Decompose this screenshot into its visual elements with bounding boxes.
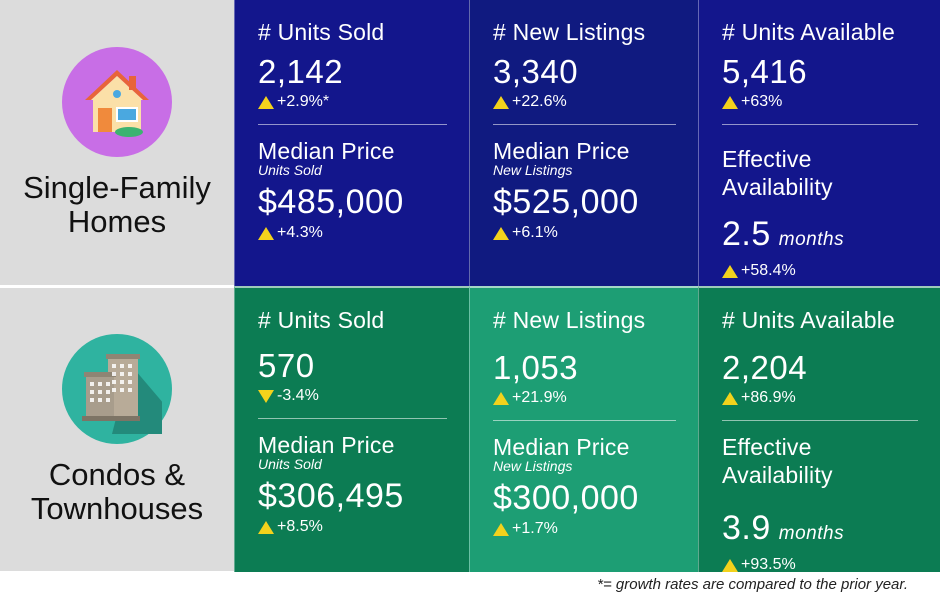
up-arrow-icon bbox=[722, 95, 738, 109]
condo-new-listings-cell: # New Listings 1,053 +21.9% Median Price… bbox=[469, 286, 698, 572]
condo-units-sold-cell: # Units Sold 570 -3.4% Median Price Unit… bbox=[234, 286, 469, 572]
buildings-icon bbox=[62, 333, 172, 444]
up-arrow-icon bbox=[258, 226, 274, 240]
up-arrow-icon bbox=[258, 95, 274, 109]
metric-change: +1.7% bbox=[493, 519, 676, 539]
metric-change: +4.3% bbox=[258, 223, 447, 243]
change-value: +8.5% bbox=[277, 518, 323, 535]
change-value: +2.9%* bbox=[277, 93, 330, 110]
metric-change: +22.6% bbox=[493, 92, 676, 112]
sf-units-available-cell: # Units Available 5,416 +63% Effective A… bbox=[698, 0, 940, 286]
metric-sublabel: New Listings bbox=[493, 162, 573, 178]
change-value: +1.7% bbox=[512, 520, 558, 537]
house-icon bbox=[62, 46, 172, 157]
metric-change: +8.5% bbox=[258, 517, 447, 537]
change-value: +22.6% bbox=[512, 93, 567, 110]
metric-value: 5,416 bbox=[722, 53, 808, 90]
metric-value: 570 bbox=[258, 347, 315, 384]
change-value: +6.1% bbox=[512, 224, 558, 241]
metric-value: 2,142 bbox=[258, 53, 344, 90]
up-arrow-icon bbox=[493, 391, 509, 405]
metric-label: Effective Availability bbox=[722, 434, 833, 488]
condos-label-cell: Condos & Townhouses bbox=[0, 286, 234, 572]
single-family-label-cell: Single-Family Homes bbox=[0, 0, 234, 286]
divider bbox=[493, 420, 676, 421]
metric-change: +86.9% bbox=[722, 388, 918, 408]
up-arrow-icon bbox=[493, 95, 509, 109]
metric-label: # New Listings bbox=[493, 307, 646, 333]
metric-value: 2.5 months bbox=[722, 213, 918, 261]
divider bbox=[722, 420, 918, 421]
metric-change: +6.1% bbox=[493, 223, 676, 243]
divider bbox=[722, 124, 918, 125]
condo-units-available-cell: # Units Available 2,204 +86.9% Effective… bbox=[698, 286, 940, 575]
metric-label: # Units Sold bbox=[258, 307, 385, 333]
effective-value: 2.5 bbox=[722, 215, 771, 253]
metric-label: # Units Available bbox=[722, 19, 896, 45]
metric-label: # New Listings bbox=[493, 19, 646, 45]
change-value: +93.5% bbox=[741, 556, 796, 573]
effective-unit: months bbox=[778, 523, 845, 544]
metric-change: -3.4% bbox=[258, 386, 447, 406]
change-value: +21.9% bbox=[512, 389, 567, 406]
metric-label: # Units Sold bbox=[258, 19, 385, 45]
divider bbox=[493, 124, 676, 125]
metric-sublabel: Units Sold bbox=[258, 162, 322, 178]
metric-label: Median Price bbox=[493, 434, 630, 460]
metric-label: # Units Available bbox=[722, 307, 896, 333]
up-arrow-icon bbox=[722, 391, 738, 405]
divider bbox=[258, 418, 447, 419]
metric-change: +63% bbox=[722, 92, 918, 112]
down-arrow-icon bbox=[258, 389, 274, 403]
metric-value: $485,000 bbox=[258, 183, 404, 221]
metric-label: Median Price bbox=[258, 432, 395, 458]
metric-sublabel: New Listings bbox=[493, 458, 573, 474]
up-arrow-icon bbox=[493, 522, 509, 536]
metric-sublabel: Units Sold bbox=[258, 456, 322, 472]
change-value: -3.4% bbox=[277, 387, 319, 404]
metric-label: Effective Availability bbox=[722, 146, 833, 200]
metric-label: Median Price bbox=[493, 138, 630, 164]
metric-value: 3.9 months bbox=[722, 507, 918, 555]
metric-label: Median Price bbox=[258, 138, 395, 164]
metric-value: 3,340 bbox=[493, 53, 579, 90]
change-value: +58.4% bbox=[741, 262, 796, 279]
sf-units-sold-cell: # Units Sold 2,142 +2.9%* Median Price U… bbox=[234, 0, 469, 286]
change-value: +86.9% bbox=[741, 389, 796, 406]
metric-change: +58.4% bbox=[722, 261, 918, 281]
category-title: Condos & Townhouses bbox=[30, 456, 204, 526]
divider bbox=[258, 124, 447, 125]
metric-value: 1,053 bbox=[493, 349, 579, 386]
metric-value: $306,495 bbox=[258, 477, 404, 515]
footnote: *= growth rates are compared to the prio… bbox=[597, 576, 908, 593]
effective-unit: months bbox=[778, 229, 845, 250]
metric-value: 2,204 bbox=[722, 349, 808, 386]
metric-change: +2.9%* bbox=[258, 92, 447, 112]
up-arrow-icon bbox=[493, 226, 509, 240]
up-arrow-icon bbox=[722, 264, 738, 278]
up-arrow-icon bbox=[722, 558, 738, 572]
metric-value: $525,000 bbox=[493, 183, 639, 221]
change-value: +63% bbox=[741, 93, 783, 110]
change-value: +4.3% bbox=[277, 224, 323, 241]
effective-value: 3.9 bbox=[722, 509, 771, 547]
category-title: Single-Family Homes bbox=[23, 169, 211, 239]
metric-change: +21.9% bbox=[493, 388, 676, 408]
up-arrow-icon bbox=[258, 520, 274, 534]
sf-new-listings-cell: # New Listings 3,340 +22.6% Median Price… bbox=[469, 0, 698, 286]
metric-change: +93.5% bbox=[722, 555, 918, 575]
metric-value: $300,000 bbox=[493, 479, 639, 517]
